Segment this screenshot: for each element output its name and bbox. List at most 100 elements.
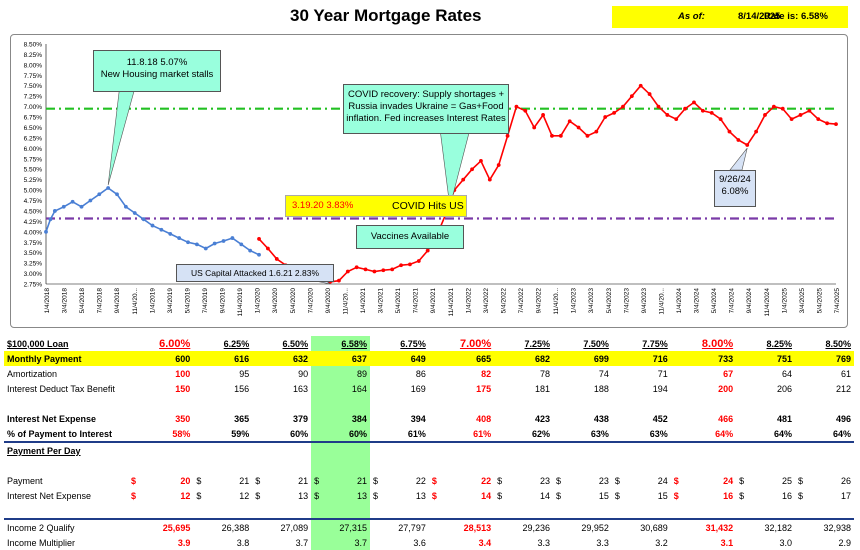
cell-value: 665	[476, 353, 492, 364]
cell-value: 3.7	[354, 537, 367, 548]
table-cell	[128, 458, 193, 473]
table-cell: 63%	[612, 426, 671, 442]
currency-symbol: $	[739, 475, 745, 486]
table-cell	[193, 503, 252, 519]
cell-value: 188	[593, 383, 609, 394]
callout-covid-recovery-line2: Russia invades Ukraine = Gas+Food	[348, 101, 504, 112]
table-cell	[429, 503, 494, 519]
data-point	[70, 199, 75, 204]
callout-covid-recovery-line3: inflation. Fed increases Interest Rates	[346, 113, 506, 124]
table-cell: 61%	[370, 426, 429, 442]
x-tick-label: 1/4/2020	[255, 288, 262, 314]
cell-value: 13	[415, 490, 426, 501]
data-point	[523, 108, 528, 113]
data-point	[381, 268, 386, 273]
x-tick-label: 7/4/2024	[729, 288, 736, 314]
cell-value: 699	[593, 353, 609, 364]
per-day-header: Payment Per Day	[4, 441, 128, 458]
cell-value: 8.50%	[825, 338, 851, 349]
data-point	[807, 108, 812, 113]
currency-symbol: $	[739, 490, 745, 501]
table-cell: 32,938	[794, 518, 854, 535]
table-cell: 649	[369, 351, 429, 366]
data-point	[186, 240, 190, 245]
table-cell	[553, 396, 612, 411]
data-point	[798, 113, 803, 117]
table-cell: 27,315	[311, 518, 370, 535]
table-cell	[252, 458, 311, 473]
cell-value: 384	[351, 413, 367, 424]
x-tick-label: 1/4/2024	[676, 288, 683, 314]
y-tick-label: 5.00%	[24, 188, 43, 195]
data-point	[550, 133, 554, 138]
interest-net-row: Interest Net Expense 350 365 379 384 394 408 42…	[4, 411, 854, 426]
as-of-date: 8/14/2025	[738, 11, 781, 22]
table-cell: 7.75%	[612, 336, 671, 351]
table-cell	[369, 441, 429, 458]
table-cell: 74	[553, 366, 612, 381]
table-cell: 3.3	[494, 535, 553, 550]
cell-value: 637	[351, 353, 367, 364]
x-tick-label: 5/4/2025	[816, 288, 823, 314]
table-cell	[736, 441, 795, 458]
cell-value: 64	[781, 368, 792, 379]
x-tick-label: 1/4/2025	[781, 288, 788, 314]
data-point	[79, 204, 84, 209]
table-cell	[128, 441, 194, 458]
cell-value: 8.25%	[766, 338, 792, 349]
per-day-header-row: Payment Per Day	[4, 441, 854, 458]
table-cell: 29,952	[553, 518, 612, 535]
table-cell: 8.25%	[736, 336, 795, 351]
data-point	[576, 125, 581, 130]
table-cell	[612, 503, 671, 519]
callout-peak-2018-line1: 11.8.18 5.07%	[126, 57, 188, 68]
table-cell: 2.9	[795, 535, 854, 550]
callout-vaccines: Vaccines Available	[356, 225, 464, 249]
cell-value: 71	[657, 368, 668, 379]
y-tick-label: 2.75%	[24, 282, 43, 289]
cell-value: 481	[776, 413, 792, 424]
x-tick-label: 9/4/2020	[325, 288, 332, 314]
income-multiplier-row: Income Multiplier 3.9 3.8 3.7 3.7 3.6 3.4 3.3 3.…	[4, 535, 854, 550]
x-tick-label: 5/4/2019	[184, 288, 191, 314]
table-cell	[311, 441, 370, 458]
x-tick-label: 3/4/2018	[62, 288, 69, 314]
table-cell: 466	[671, 411, 736, 426]
cell-value: 194	[652, 383, 668, 394]
amortization-row: Amortization 100 95 90 89 86 82 78 74 71 67 64 61	[4, 366, 854, 381]
cell-value: 29,236	[522, 522, 551, 533]
monthly-payment-row: Monthly Payment 600 616 632 637 649 665 682 699 7…	[4, 351, 854, 366]
currency-symbol: $	[314, 490, 320, 501]
cell-value: 32,182	[764, 522, 792, 533]
data-point	[736, 138, 741, 142]
row-label: Payment	[7, 475, 43, 486]
cell-value: 16	[723, 490, 734, 501]
data-point	[771, 104, 776, 109]
as-of-label: As of:	[678, 11, 705, 22]
cell-value: 496	[835, 413, 851, 424]
table-cell	[671, 458, 736, 473]
currency-symbol: $	[797, 490, 803, 501]
table-cell: 169	[370, 381, 429, 396]
y-tick-label: 8.00%	[24, 62, 43, 69]
cell-value: 466	[718, 413, 734, 424]
table-cell	[553, 441, 612, 458]
x-tick-label: 7/4/2021	[413, 288, 420, 314]
cell-value: 3.7	[295, 537, 309, 548]
table-cell: 6.50%	[252, 336, 311, 351]
cell-value: 632	[293, 353, 309, 364]
table-cell: 32,182	[736, 518, 795, 535]
currency-symbol: $	[431, 475, 437, 486]
cell-value: 3.6	[413, 537, 426, 548]
data-point	[123, 204, 128, 209]
cell-value: 15	[657, 490, 668, 501]
row-label: % of Payment to Interest	[7, 428, 113, 439]
cell-value: 7.75%	[642, 338, 668, 349]
cell-value: 27,089	[280, 522, 309, 533]
table-cell: 64%	[795, 426, 854, 442]
currency-symbol: $	[797, 475, 803, 486]
currency-symbol: $	[614, 475, 620, 486]
table-cell: 64%	[671, 426, 736, 442]
table-cell: 3.7	[311, 535, 370, 550]
cell-value: 30,689	[640, 522, 668, 533]
